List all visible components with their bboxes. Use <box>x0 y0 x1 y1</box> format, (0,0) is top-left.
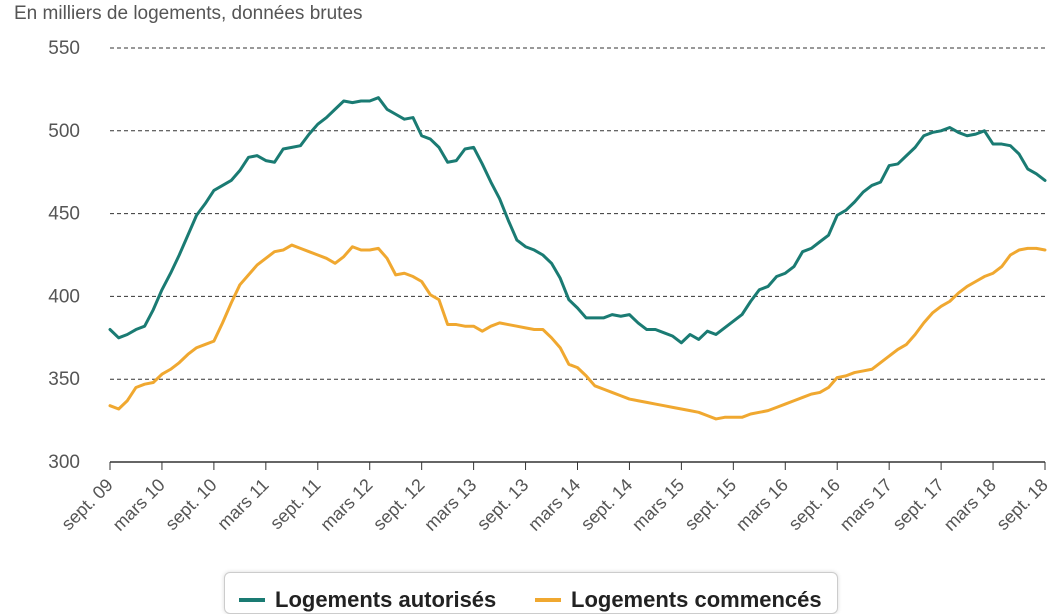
legend-item-started[interactable]: Logements commencés <box>535 587 822 613</box>
x-tick-label: sept. 12 <box>369 475 428 534</box>
x-tick-label: sept. 10 <box>161 475 220 534</box>
x-tick-label: sept. 16 <box>785 475 844 534</box>
x-tick-label: mars 18 <box>940 475 1000 535</box>
x-tick-label: mars 10 <box>109 475 169 535</box>
grid-layer <box>110 47 1045 380</box>
legend: Logements autorisés Logements commencés <box>224 572 838 614</box>
x-tick-label: sept. 15 <box>681 475 740 534</box>
y-tick-label: 550 <box>48 38 80 59</box>
x-tick-label: mars 11 <box>213 475 272 534</box>
x-tick-label: mars 14 <box>524 475 584 535</box>
x-tick-label: mars 17 <box>836 475 896 535</box>
x-tick-label: sept. 18 <box>992 475 1051 534</box>
series-line-authorized <box>108 96 1047 345</box>
legend-swatch-authorized <box>239 598 265 602</box>
series-line-started <box>108 243 1047 421</box>
x-tick-label: mars 12 <box>316 475 376 535</box>
unit-label: En milliers de logements, données brutes <box>14 3 363 24</box>
legend-label-started: Logements commencés <box>571 587 822 612</box>
y-tick-label: 500 <box>48 121 80 142</box>
x-tick-label: sept. 09 <box>57 475 116 534</box>
x-tick-label: sept. 14 <box>577 475 636 534</box>
y-tick-label: 300 <box>48 452 80 473</box>
x-tick-label: mars 16 <box>732 475 792 535</box>
legend-swatch-started <box>535 598 561 602</box>
legend-label-authorized: Logements autorisés <box>275 587 497 612</box>
x-tick-label: sept. 13 <box>473 475 532 534</box>
x-tick-label: sept. 11 <box>266 475 324 533</box>
y-tick-label: 400 <box>48 286 80 307</box>
legend-item-authorized[interactable]: Logements autorisés <box>239 587 496 613</box>
y-tick-label: 450 <box>48 204 80 225</box>
x-tick-label: sept. 17 <box>889 475 948 534</box>
y-tick-label: 350 <box>48 369 80 390</box>
x-tick-label: mars 15 <box>628 475 688 535</box>
x-tick-label: mars 13 <box>420 475 480 535</box>
series-layer <box>108 96 1047 421</box>
